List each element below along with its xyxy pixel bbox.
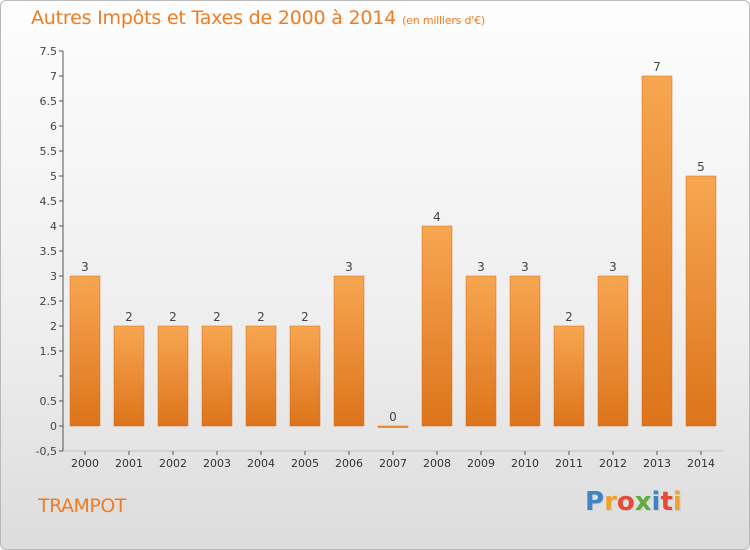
y-tick-label: 2 (50, 320, 57, 333)
x-tick-label: 2011 (555, 457, 583, 470)
bar (685, 175, 717, 427)
y-tick-label: 1.5 (40, 345, 58, 358)
y-tick-label: 5.5 (40, 145, 58, 158)
x-tick-label: 2013 (643, 457, 671, 470)
x-tick-label: 2009 (467, 457, 495, 470)
bar (69, 275, 101, 427)
data-label: 0 (389, 410, 397, 424)
proxiti-logo: Proxiti (585, 487, 682, 517)
chart-title-unit: (en milliers d'€) (402, 14, 485, 27)
x-tick-label: 2002 (159, 457, 187, 470)
data-label: 3 (81, 260, 89, 274)
bar (289, 325, 321, 427)
x-tick-label: 2005 (291, 457, 319, 470)
y-tick-label: 0.5 (40, 395, 58, 408)
data-label: 3 (345, 260, 353, 274)
x-tick-label: 2001 (115, 457, 143, 470)
commune-name: TRAMPOT (38, 495, 126, 517)
x-tick-label: 2014 (687, 457, 715, 470)
x-tick-label: 2004 (247, 457, 275, 470)
x-tick-label: 2012 (599, 457, 627, 470)
x-tick-label: 2003 (203, 457, 231, 470)
data-label: 2 (257, 310, 265, 324)
logo-letter: x (634, 487, 652, 517)
y-tick-label: 6 (50, 120, 57, 133)
data-label: 5 (697, 160, 705, 174)
bar (465, 275, 497, 427)
y-tick-label: 6.5 (40, 95, 58, 108)
data-label: 4 (433, 210, 441, 224)
y-tick-label: 3 (50, 270, 57, 283)
bar (245, 325, 277, 427)
data-label: 2 (213, 310, 221, 324)
bar (377, 425, 409, 428)
bar (157, 325, 189, 427)
x-tick-label: 2006 (335, 457, 363, 470)
x-tick-label: 2010 (511, 457, 539, 470)
y-tick-label: 4 (50, 220, 57, 233)
bar (597, 275, 629, 427)
y-tick-label: 0 (50, 420, 57, 433)
bar (509, 275, 541, 427)
data-label: 7 (653, 60, 661, 74)
data-label: 3 (477, 260, 485, 274)
x-tick-label: 2008 (423, 457, 451, 470)
bar (553, 325, 585, 427)
x-tick-label: 2000 (71, 457, 99, 470)
logo-letter: t (660, 487, 673, 517)
y-tick-label: 4.5 (40, 195, 58, 208)
y-tick-label: 2.5 (40, 295, 58, 308)
logo-letter: o (616, 487, 635, 517)
logo-letter: i (672, 487, 682, 517)
logo-letter: r (604, 487, 617, 517)
y-tick-label: 7 (50, 70, 57, 83)
bar (421, 225, 453, 427)
data-label: 3 (609, 260, 617, 274)
y-tick-label: -0,5 (36, 445, 57, 458)
y-tick-label: 5 (50, 170, 57, 183)
x-tick-label: 2007 (379, 457, 407, 470)
chart-title-text: Autres Impôts et Taxes de 2000 à 2014 (31, 7, 397, 29)
data-label: 3 (521, 260, 529, 274)
y-tick-label: 7.5 (40, 45, 58, 58)
bar (201, 325, 233, 427)
data-label: 2 (301, 310, 309, 324)
logo-letter: i (651, 487, 661, 517)
data-label: 2 (169, 310, 177, 324)
data-label: 2 (565, 310, 573, 324)
bar (641, 75, 673, 427)
bar (113, 325, 145, 427)
y-tick-label: 3.5 (40, 245, 58, 258)
chart-title: Autres Impôts et Taxes de 2000 à 2014 (en… (31, 7, 485, 29)
bar (333, 275, 365, 427)
logo-letter: P (585, 487, 605, 517)
data-label: 2 (125, 310, 133, 324)
